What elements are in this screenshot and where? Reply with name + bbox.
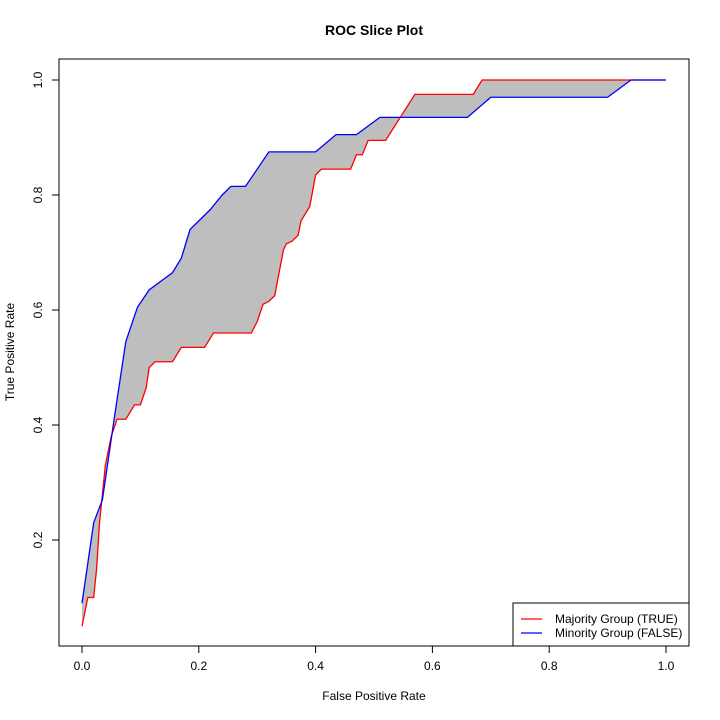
- series-lines: [81, 79, 666, 627]
- legend-label: Majority Group (TRUE): [555, 612, 678, 626]
- y-tick-label: 0.6: [31, 301, 45, 318]
- x-tick-label: 0.2: [190, 659, 207, 673]
- x-tick-label: 0.4: [307, 659, 324, 673]
- x-axis: 0.0 0.2 0.4 0.6 0.8 1.0: [74, 645, 675, 673]
- legend-label: Minority Group (FALSE): [555, 626, 682, 640]
- y-tick-label: 0.8: [31, 186, 45, 203]
- chart-title: ROC Slice Plot: [325, 22, 423, 38]
- x-tick-label: 1.0: [658, 659, 675, 673]
- x-tick-label: 0.0: [74, 659, 91, 673]
- x-tick-label: 0.8: [541, 659, 558, 673]
- y-axis-label: True Positive Rate: [3, 303, 17, 402]
- series-line-minority: [81, 79, 666, 604]
- x-axis-label: False Positive Rate: [322, 689, 426, 703]
- y-axis: 0.2 0.4 0.6 0.8 1.0: [31, 71, 60, 548]
- x-tick-label: 0.6: [424, 659, 441, 673]
- fill-between-region: [82, 80, 666, 627]
- series-line-majority: [81, 79, 666, 627]
- legend-box: [512, 602, 690, 647]
- gap-area: [82, 80, 666, 627]
- y-tick-label: 0.2: [31, 531, 45, 548]
- y-tick-label: 0.4: [31, 416, 45, 433]
- y-tick-label: 1.0: [31, 71, 45, 88]
- legend: Majority Group (TRUE)Minority Group (FAL…: [512, 602, 690, 647]
